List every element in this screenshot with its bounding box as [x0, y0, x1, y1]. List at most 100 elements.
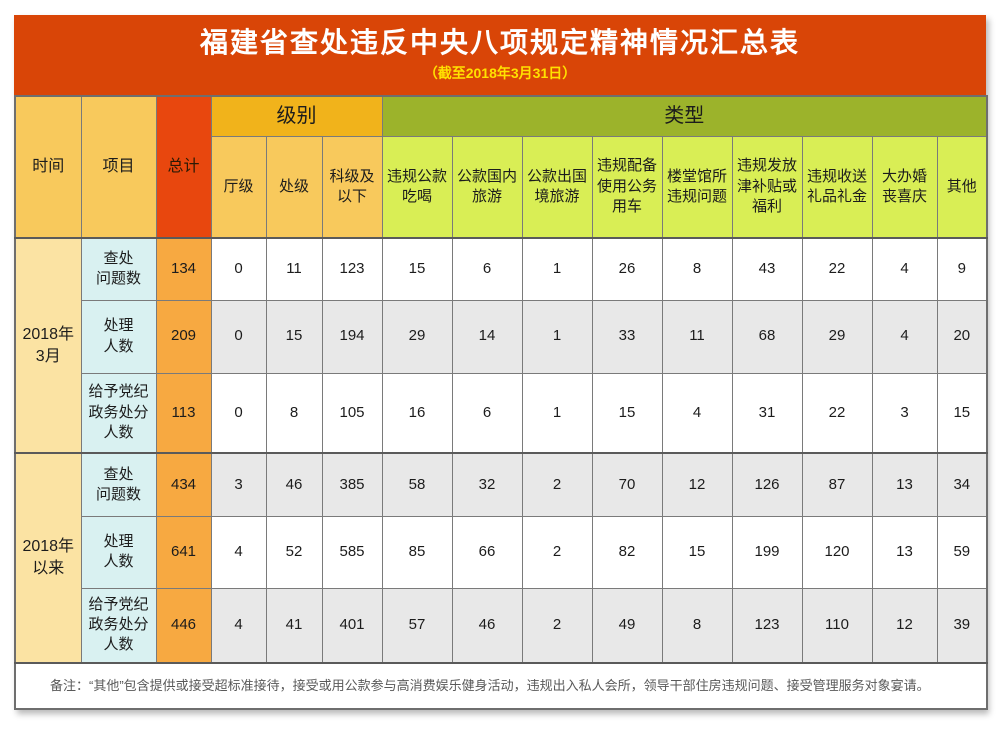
table-row: 2018年 3月 查处 问题数 134 0 11 123 15 6 1 26 8 43 22 4 9 — [14, 237, 988, 454]
total-cell: 641 — [155, 515, 212, 589]
value-cell: 57 — [381, 587, 453, 664]
header-type-col: 违规公款吃喝 — [381, 135, 453, 239]
value-cell: 6 — [451, 372, 523, 454]
table-row: 2018年 以来 查处 问题数 434 3 46 385 58 32 2 70 12 126 87 13 34 — [14, 452, 988, 664]
page-title: 福建省查处违反中央八项规定精神情况汇总表 — [199, 27, 800, 59]
value-cell: 0 — [210, 299, 267, 374]
value-cell: 2 — [521, 587, 593, 664]
value-cell: 22 — [801, 372, 873, 454]
sub-header-row: 厅级 处级 科级及以下 违规公款吃喝 公款国内旅游 公款出国境旅游 违规配备使用… — [15, 135, 988, 239]
value-cell: 4 — [210, 587, 267, 664]
value-cell: 87 — [801, 452, 873, 517]
value-cell: 194 — [321, 299, 383, 374]
value-cell: 401 — [321, 587, 383, 664]
header-time: 时间 — [14, 95, 82, 239]
value-cell: 1 — [521, 299, 593, 374]
header-type-col: 公款国内旅游 — [451, 135, 523, 239]
header-level-col: 处级 — [265, 135, 323, 239]
value-cell: 49 — [591, 587, 663, 664]
value-cell: 123 — [731, 587, 803, 664]
table-row: 处理 人数 209 0 15 194 29 14 1 33 11 68 29 4 20 — [15, 299, 988, 374]
table-row: 给予党纪 政务处分 人数 113 0 8 105 16 6 1 15 4 31 22 3 15 — [15, 372, 988, 454]
value-cell: 15 — [591, 372, 663, 454]
table-row: 给予党纪 政务处分 人数 446 4 41 401 57 46 2 49 8 123 110 12 39 — [15, 587, 988, 664]
item-cell: 查处 问题数 — [80, 452, 157, 517]
time-line: 以来 — [32, 560, 65, 577]
header-level-col: 科级及以下 — [321, 135, 383, 239]
note-text: 备注：“其他”包含提供或接受超标准接待，接受或用公款参与高消费娱乐健身活动，违规… — [14, 662, 988, 710]
value-cell: 59 — [936, 515, 988, 589]
time-cell: 2018年以来 — [14, 452, 82, 664]
value-cell: 66 — [451, 515, 523, 589]
value-cell: 70 — [591, 452, 663, 517]
value-cell: 8 — [661, 587, 733, 664]
total-cell: 434 — [155, 452, 212, 517]
value-cell: 85 — [381, 515, 453, 589]
value-cell: 0 — [210, 372, 267, 454]
value-cell: 8 — [661, 237, 733, 301]
value-cell: 31 — [731, 372, 803, 454]
time-line: 2018年 — [22, 325, 75, 343]
value-cell: 33 — [591, 299, 663, 374]
value-cell: 4 — [661, 372, 733, 454]
value-cell: 11 — [661, 299, 733, 374]
header-type-col: 大办婚丧喜庆 — [871, 135, 938, 239]
header-type-col: 违规发放津补贴或福利 — [731, 135, 803, 239]
value-cell: 39 — [936, 587, 988, 664]
header-type-col: 其他 — [936, 135, 988, 239]
summary-sheet: 福建省查处违反中央八项规定精神情况汇总表 （截至2018年3月31日） 时间 项… — [14, 15, 989, 710]
time-line: 3月 — [35, 347, 61, 365]
value-cell: 1 — [521, 237, 593, 301]
item-line: 人数 — [103, 423, 134, 441]
value-cell: 68 — [731, 299, 803, 374]
value-cell: 110 — [801, 587, 873, 664]
value-cell: 46 — [451, 587, 523, 664]
header-type-col: 违规收送礼品礼金 — [801, 135, 873, 239]
time-cell: 2018年 3月 — [14, 237, 82, 454]
item-line: 查处 — [103, 465, 134, 483]
value-cell: 41 — [265, 587, 323, 664]
value-cell: 14 — [451, 299, 523, 374]
table-footer: 备注：“其他”包含提供或接受超标准接待，接受或用公款参与高消费娱乐健身活动，违规… — [14, 662, 988, 710]
total-cell: 134 — [155, 237, 212, 301]
value-cell: 1 — [521, 372, 593, 454]
table-row: 处理 人数 641 4 52 585 85 66 2 82 15 199 120 13 59 — [15, 515, 988, 589]
value-cell: 16 — [381, 372, 453, 454]
item-line: 问题数 — [95, 270, 141, 288]
value-cell: 6 — [451, 237, 523, 301]
value-cell: 46 — [265, 452, 323, 517]
item-cell: 给予党纪 政务处分 人数 — [80, 372, 157, 454]
value-cell: 11 — [265, 237, 323, 301]
value-cell: 8 — [265, 372, 323, 454]
time-line: 2018年 — [22, 538, 75, 556]
header-level-col: 厅级 — [210, 135, 267, 239]
header-item: 项目 — [80, 95, 157, 239]
summary-table: 时间 项目 总计 级别 类型 厅级 处级 科级及以下 违规公款吃喝 公款国内旅游… — [14, 95, 989, 710]
value-cell: 15 — [381, 237, 453, 301]
group-header-row: 时间 项目 总计 级别 类型 — [14, 95, 988, 239]
value-cell: 4 — [210, 515, 267, 589]
value-cell: 2 — [521, 515, 593, 589]
value-cell: 15 — [936, 372, 988, 454]
value-cell: 26 — [591, 237, 663, 301]
table-header: 时间 项目 总计 级别 类型 厅级 处级 科级及以下 违规公款吃喝 公款国内旅游… — [14, 95, 988, 239]
value-cell: 126 — [731, 452, 803, 517]
title-bar: 福建省查处违反中央八项规定精神情况汇总表 （截至2018年3月31日） — [14, 15, 986, 95]
page-subtitle: （截至2018年3月31日） — [423, 64, 577, 81]
item-cell: 查处 问题数 — [80, 237, 157, 301]
note-row: 备注：“其他”包含提供或接受超标准接待，接受或用公款参与高消费娱乐健身活动，违规… — [14, 662, 988, 710]
item-line: 人数 — [103, 636, 134, 654]
item-line: 处理 — [103, 317, 134, 335]
value-cell: 3 — [210, 452, 267, 517]
value-cell: 585 — [321, 515, 383, 589]
item-line: 人数 — [103, 553, 134, 570]
value-cell: 12 — [871, 587, 938, 664]
value-cell: 123 — [321, 237, 383, 301]
item-line: 查处 — [103, 250, 134, 267]
item-line: 给予党纪 — [88, 383, 149, 401]
value-cell: 58 — [381, 452, 453, 517]
value-cell: 15 — [265, 299, 323, 374]
value-cell: 13 — [871, 515, 938, 589]
value-cell: 12 — [661, 452, 733, 517]
total-cell: 446 — [155, 587, 212, 664]
